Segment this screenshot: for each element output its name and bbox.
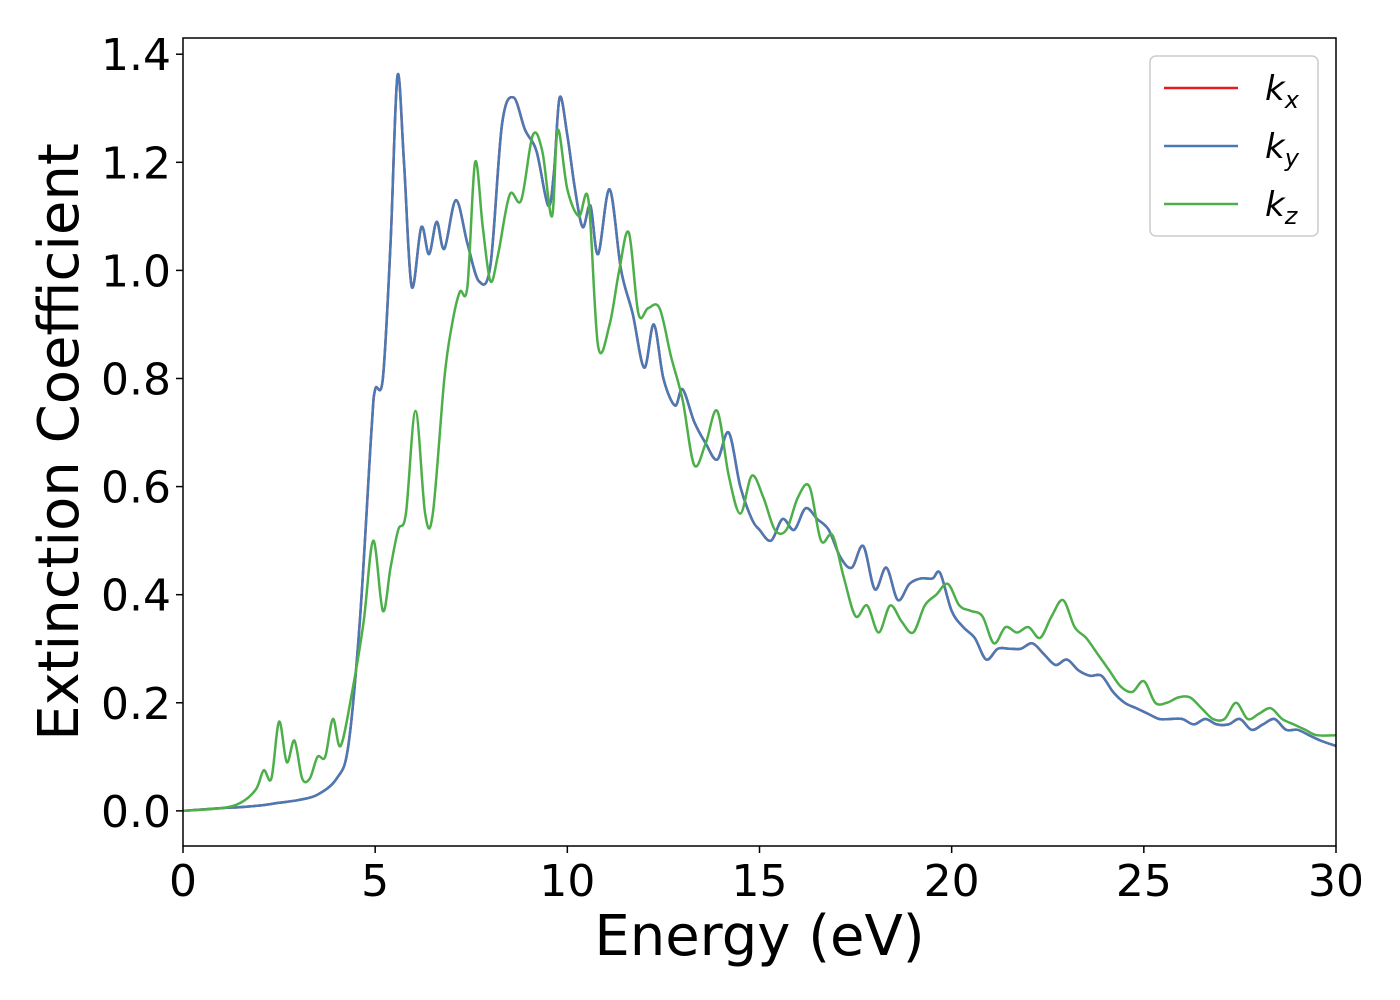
y-tick-label: 1.4 [101, 30, 171, 81]
legend-label-z: kz [1265, 185, 1299, 230]
x-tick-label: 15 [732, 856, 788, 907]
y-tick-label: 0.0 [101, 787, 171, 838]
y-tick-label: 1.0 [101, 246, 171, 297]
x-axis-title: Energy (eV) [594, 904, 924, 969]
x-tick-label: 30 [1308, 856, 1364, 907]
x-tick-label: 20 [924, 856, 980, 907]
x-tick-label: 10 [539, 856, 595, 907]
y-tick-label: 0.8 [101, 354, 171, 405]
legend-label-y: ky [1265, 127, 1300, 172]
y-tick-label: 1.2 [101, 138, 171, 189]
x-tick-label: 25 [1116, 856, 1172, 907]
y-tick-label: 0.6 [101, 463, 171, 514]
y-tick-label: 0.2 [101, 679, 171, 730]
x-tick-label: 5 [361, 856, 389, 907]
series-line-z [183, 128, 1336, 813]
legend: kx ky kz [1149, 55, 1319, 237]
y-tick-label: 0.4 [101, 571, 171, 622]
legend-label-x: kx [1265, 69, 1300, 114]
ticks-layer: 0 5 10 15 20 25 30 0.0 0.2 0.4 0.6 0.8 1.0 1.2 1.4 [101, 30, 1364, 907]
series-layer [183, 72, 1336, 813]
series-line-y [183, 72, 1336, 813]
x-tick-label: 0 [169, 856, 197, 907]
y-axis-title: Extinction Coefficient [27, 143, 92, 741]
